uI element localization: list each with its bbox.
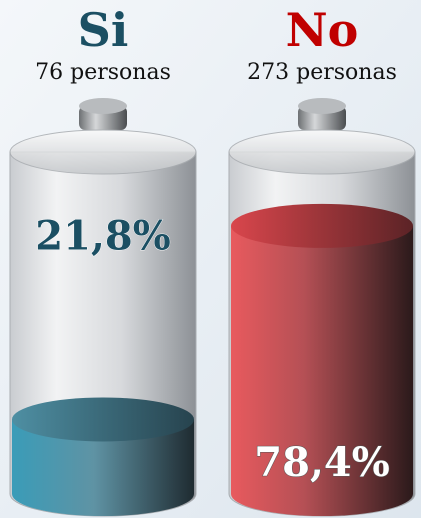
battery-fill-top bbox=[231, 203, 413, 248]
value-label: 78,4% bbox=[254, 439, 389, 486]
battery-fill-top bbox=[12, 397, 194, 442]
battery-cap-top bbox=[298, 98, 346, 114]
battery-top bbox=[228, 129, 416, 175]
battery-fill bbox=[12, 419, 194, 516]
category-subtitle: 273 personas bbox=[247, 60, 397, 85]
category-title: No bbox=[286, 3, 359, 57]
category-title: Si bbox=[78, 3, 129, 57]
value-label: 21,8% bbox=[35, 212, 170, 259]
battery-fill bbox=[231, 225, 413, 516]
battery-cap-top bbox=[79, 98, 127, 114]
battery-top bbox=[9, 129, 197, 175]
category-subtitle: 76 personas bbox=[35, 60, 171, 85]
